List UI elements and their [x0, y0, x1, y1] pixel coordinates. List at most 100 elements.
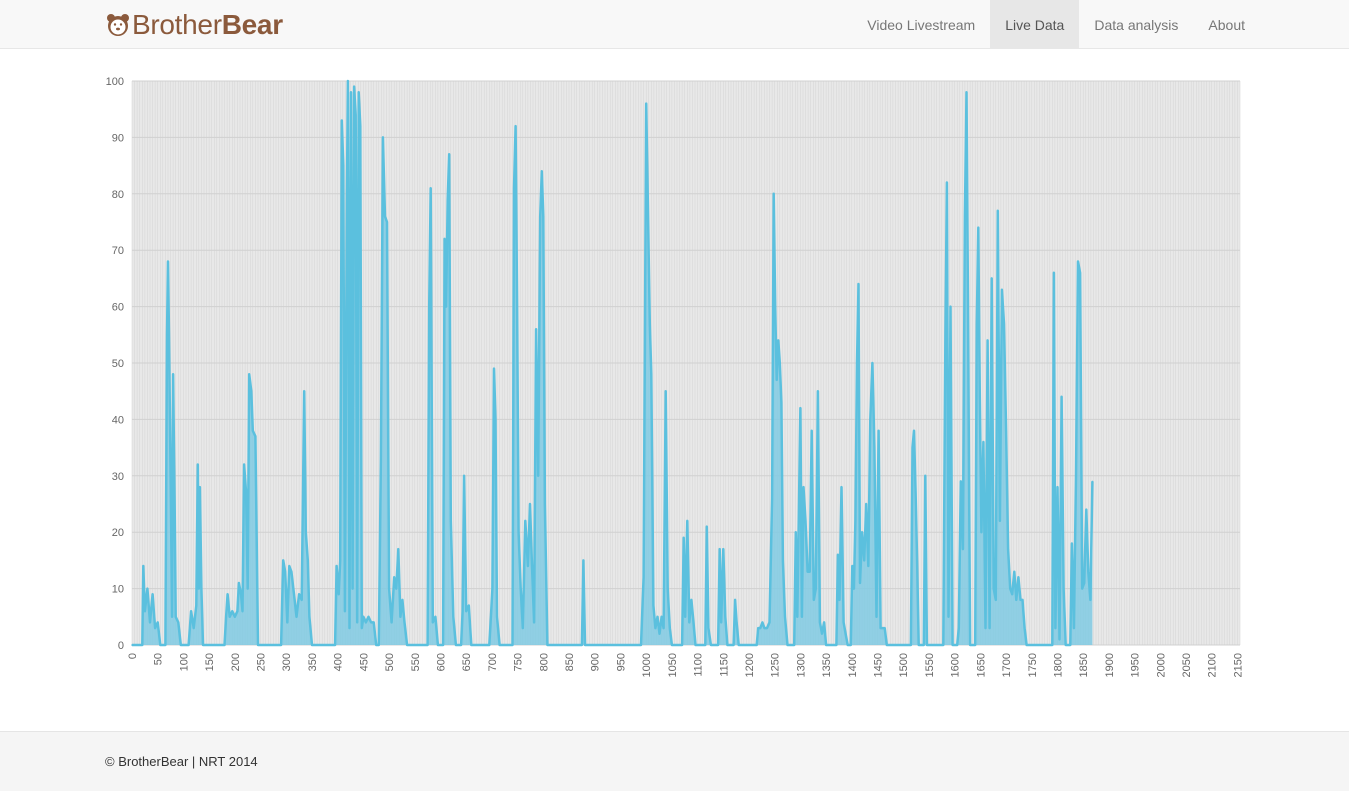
- data-point: [704, 644, 707, 646]
- data-point: [544, 503, 546, 505]
- data-point: [399, 616, 402, 618]
- data-point: [840, 486, 843, 488]
- y-tick-label: 90: [112, 132, 124, 144]
- data-point: [684, 616, 686, 618]
- x-tick-label: 750: [513, 653, 525, 671]
- data-point: [838, 599, 841, 601]
- data-point: [252, 429, 254, 432]
- data-point: [517, 531, 520, 533]
- data-point: [513, 187, 515, 189]
- data-point: [1071, 542, 1073, 545]
- data-point: [1051, 644, 1054, 646]
- x-tick-label: 1550: [924, 653, 936, 677]
- data-point: [401, 599, 404, 601]
- data-point: [734, 599, 736, 601]
- data-point: [656, 616, 659, 618]
- brand-link[interactable]: BrotherBear: [106, 8, 283, 42]
- data-point: [541, 170, 543, 172]
- data-point: [539, 215, 541, 218]
- data-point: [851, 565, 854, 567]
- data-point: [883, 627, 886, 629]
- data-point: [581, 644, 583, 646]
- data-point: [236, 610, 239, 612]
- data-point: [819, 621, 821, 624]
- y-tick-label: 40: [112, 414, 124, 426]
- data-point: [654, 627, 657, 629]
- data-point: [965, 91, 968, 94]
- footer: © BrotherBear | NRT 2014: [0, 731, 1349, 791]
- data-point: [842, 621, 845, 624]
- data-point: [257, 644, 259, 646]
- data-point: [142, 565, 145, 567]
- data-point: [166, 334, 168, 336]
- data-point: [180, 644, 182, 646]
- data-point: [386, 221, 388, 223]
- x-tick-label: 1000: [641, 653, 653, 677]
- data-point: [780, 401, 783, 404]
- x-tick-label: 1100: [693, 653, 705, 677]
- data-point: [531, 565, 533, 567]
- data-point: [403, 621, 406, 624]
- data-point: [645, 102, 647, 105]
- data-point: [241, 610, 244, 612]
- data-point: [250, 390, 253, 393]
- data-point: [1015, 599, 1018, 601]
- data-point: [801, 616, 803, 618]
- data-point: [804, 520, 807, 522]
- data-point: [187, 644, 190, 646]
- data-point: [823, 621, 825, 624]
- data-point: [243, 463, 245, 466]
- data-point: [974, 644, 976, 646]
- data-point: [997, 209, 999, 212]
- data-point: [910, 644, 912, 646]
- data-point: [793, 644, 795, 646]
- nav-data-analysis[interactable]: Data analysis: [1094, 17, 1179, 33]
- data-point: [724, 616, 727, 618]
- data-point: [388, 587, 390, 590]
- data-point: [949, 305, 952, 308]
- x-tick-label: 2000: [1155, 653, 1167, 677]
- data-point: [999, 520, 1001, 522]
- data-point: [450, 520, 452, 522]
- nav-video-livestream[interactable]: Video Livestream: [867, 17, 976, 33]
- data-point: [962, 548, 964, 550]
- data-point: [1069, 644, 1072, 646]
- data-point: [195, 604, 198, 607]
- x-tick-label: 50: [153, 653, 165, 665]
- data-point: [817, 390, 819, 393]
- data-point: [802, 486, 805, 488]
- x-tick-label: 1850: [1078, 653, 1090, 677]
- data-point: [766, 627, 768, 629]
- data-point: [370, 621, 372, 624]
- nav-about[interactable]: About: [1208, 17, 1245, 33]
- main-nav: Video Livestream Live Data Data analysis…: [852, 0, 1260, 49]
- data-point: [821, 632, 823, 635]
- x-tick-label: 1900: [1104, 653, 1116, 677]
- y-tick-label: 70: [112, 245, 124, 257]
- data-point: [1017, 576, 1020, 579]
- data-point: [1054, 627, 1057, 629]
- data-point: [339, 559, 341, 562]
- data-point: [853, 587, 855, 590]
- data-point: [1091, 480, 1094, 483]
- data-point: [346, 193, 348, 195]
- x-tick-label: 1400: [847, 653, 859, 677]
- data-point: [1079, 272, 1081, 274]
- data-point: [707, 627, 710, 629]
- data-point: [131, 644, 133, 646]
- data-point: [1003, 322, 1005, 325]
- data-point: [759, 627, 762, 629]
- data-point: [806, 570, 809, 573]
- data-point: [245, 491, 247, 494]
- x-tick-label: 1300: [795, 653, 807, 677]
- nav-live-data[interactable]: Live Data: [990, 0, 1080, 49]
- x-tick-label: 500: [384, 653, 396, 671]
- y-tick-label: 60: [112, 302, 124, 314]
- data-point: [958, 627, 960, 629]
- data-point: [151, 593, 154, 595]
- data-point: [835, 644, 838, 646]
- data-point: [763, 627, 766, 629]
- data-point: [995, 599, 997, 601]
- data-point: [913, 429, 915, 432]
- x-tick-label: 1800: [1052, 653, 1064, 677]
